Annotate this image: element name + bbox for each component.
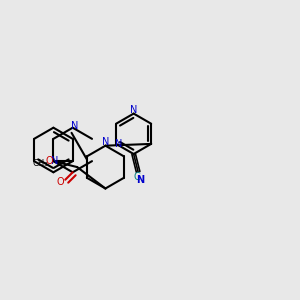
Text: N: N — [116, 139, 123, 149]
Text: N: N — [130, 105, 137, 115]
Text: N: N — [136, 175, 145, 185]
Text: C: C — [133, 172, 140, 182]
Text: N: N — [51, 156, 58, 166]
Text: N: N — [70, 121, 78, 131]
Text: O: O — [56, 177, 64, 187]
Text: N: N — [102, 137, 109, 147]
Text: CH₃: CH₃ — [33, 159, 48, 168]
Text: O: O — [45, 156, 53, 166]
